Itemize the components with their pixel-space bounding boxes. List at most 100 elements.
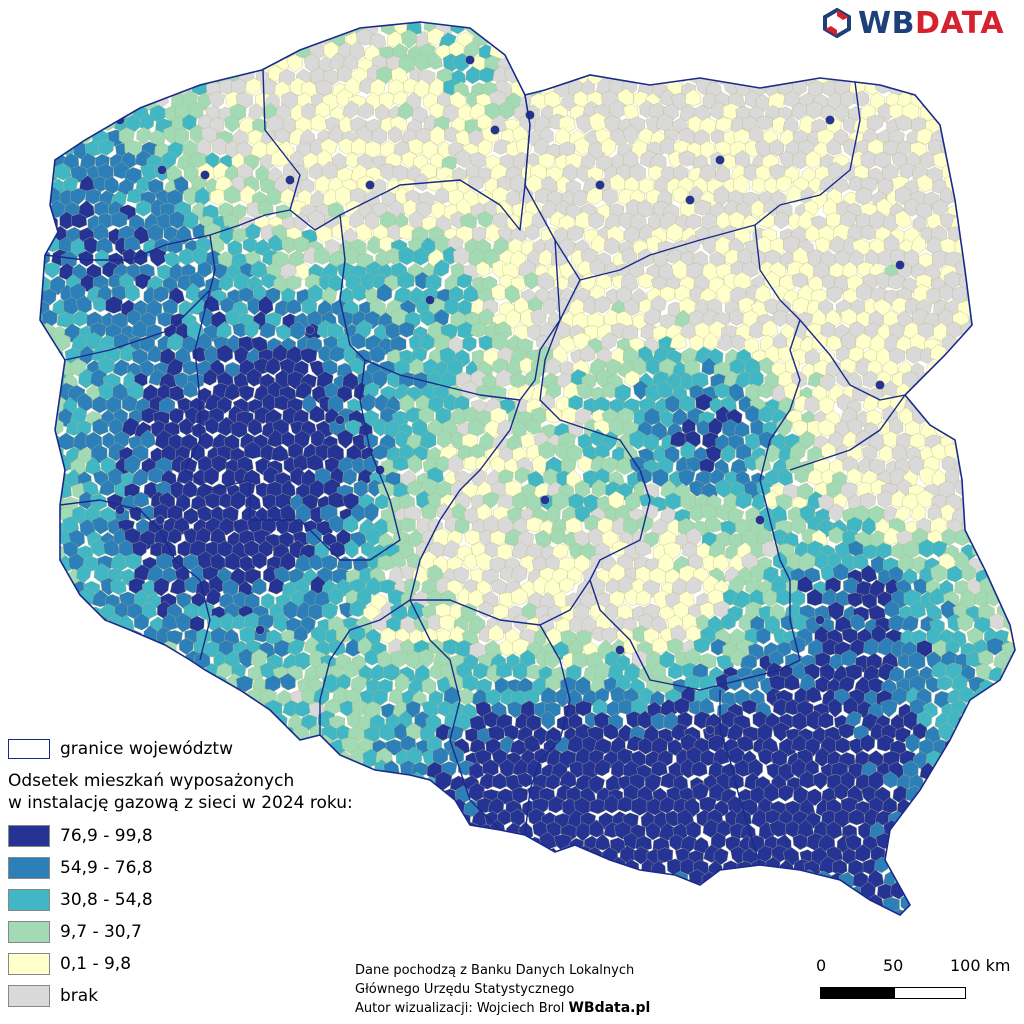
gmina-area bbox=[189, 151, 207, 168]
gmina-area bbox=[669, 332, 687, 350]
gmina-area bbox=[820, 321, 836, 338]
gmina-area bbox=[85, 332, 103, 350]
gmina-area bbox=[133, 248, 148, 266]
gmina-area bbox=[730, 334, 746, 351]
gmina-area bbox=[182, 211, 199, 230]
gmina-area bbox=[379, 211, 396, 229]
gmina-area bbox=[826, 334, 843, 352]
gmina-area bbox=[401, 151, 417, 169]
gmina-area bbox=[786, 185, 803, 204]
gmina-area bbox=[261, 273, 277, 290]
gmina-area bbox=[299, 347, 318, 364]
gmina-area bbox=[349, 332, 367, 350]
gmina-area bbox=[590, 234, 606, 254]
gmina-area bbox=[609, 173, 627, 191]
gmina-area bbox=[105, 295, 123, 314]
gmina-area bbox=[161, 151, 177, 169]
gmina-area bbox=[848, 346, 864, 363]
gmina-area bbox=[343, 247, 360, 265]
gmina-area bbox=[69, 188, 87, 206]
gmina-area bbox=[534, 187, 552, 204]
gmina-area bbox=[310, 113, 328, 132]
gmina-area bbox=[78, 200, 95, 219]
gmina-area bbox=[70, 165, 88, 183]
gmina-area bbox=[783, 90, 800, 107]
gmina-area bbox=[376, 283, 392, 303]
gmina-area bbox=[938, 284, 954, 302]
gmina-area bbox=[866, 114, 885, 132]
gmina-area bbox=[637, 273, 654, 289]
gmina-area bbox=[211, 137, 229, 156]
gmina-area bbox=[218, 272, 234, 292]
gmina-area bbox=[912, 215, 927, 232]
gmina-area bbox=[601, 137, 617, 157]
gmina-area bbox=[54, 333, 71, 352]
gmina-area bbox=[444, 126, 459, 143]
gmina-area bbox=[337, 65, 354, 83]
gmina-area bbox=[476, 261, 491, 277]
gmina-area bbox=[124, 283, 140, 302]
gmina-area bbox=[139, 335, 156, 353]
gmina-area bbox=[585, 187, 604, 205]
gmina-area bbox=[542, 298, 559, 316]
gmina-area bbox=[185, 282, 201, 302]
gmina-area bbox=[869, 210, 886, 230]
gmina-area bbox=[152, 285, 170, 303]
gmina-area bbox=[342, 100, 360, 119]
gmina-area bbox=[364, 211, 380, 231]
gmina-area bbox=[231, 203, 248, 220]
gmina-area bbox=[430, 152, 446, 169]
gmina-area bbox=[476, 211, 493, 229]
gmina-area bbox=[117, 178, 135, 196]
gmina-area bbox=[702, 331, 719, 350]
gmina-area bbox=[156, 311, 174, 327]
gmina-area bbox=[85, 188, 102, 205]
gmina-area bbox=[211, 263, 229, 280]
gmina-area bbox=[407, 138, 425, 155]
gmina-area bbox=[183, 163, 198, 183]
gmina-area bbox=[910, 235, 926, 254]
gmina-area bbox=[685, 88, 702, 106]
gmina-area bbox=[699, 140, 715, 159]
gmina-area bbox=[694, 199, 712, 216]
gmina-area bbox=[216, 344, 233, 363]
gmina-area bbox=[903, 198, 920, 217]
gmina-area bbox=[126, 188, 145, 204]
gmina-area bbox=[351, 137, 368, 155]
gmina-area bbox=[399, 224, 416, 240]
gmina-area bbox=[656, 113, 673, 131]
gmina-area bbox=[413, 78, 430, 99]
gmina-area bbox=[906, 346, 923, 364]
gmina-area bbox=[245, 78, 262, 96]
gmina-area bbox=[54, 163, 72, 181]
gmina-area bbox=[715, 117, 733, 132]
gmina-area bbox=[917, 322, 935, 340]
gmina-area bbox=[181, 335, 198, 353]
gmina-area bbox=[574, 136, 590, 156]
gmina-area bbox=[139, 359, 155, 378]
gmina-area bbox=[357, 102, 375, 119]
gmina-area bbox=[392, 90, 409, 106]
gmina-area bbox=[72, 310, 89, 327]
gmina-area bbox=[240, 184, 256, 205]
gmina-area bbox=[113, 359, 130, 377]
gmina-area bbox=[134, 273, 152, 290]
gmina-area bbox=[224, 115, 240, 133]
gmina-area bbox=[398, 321, 415, 338]
gmina-area bbox=[835, 103, 850, 122]
gmina-area bbox=[888, 273, 905, 290]
gmina-area bbox=[314, 246, 331, 265]
gmina-area bbox=[769, 138, 785, 157]
gmina-area bbox=[826, 137, 842, 156]
gmina-area bbox=[281, 91, 299, 110]
gmina-area bbox=[840, 332, 858, 350]
gmina-area bbox=[623, 298, 640, 316]
gmina-area bbox=[478, 308, 496, 325]
gmina-area bbox=[120, 344, 136, 362]
gmina-area bbox=[259, 322, 276, 339]
gmina-area bbox=[166, 333, 184, 352]
gmina-area bbox=[77, 250, 94, 267]
gmina-area bbox=[594, 295, 612, 314]
gmina-area bbox=[242, 237, 258, 253]
